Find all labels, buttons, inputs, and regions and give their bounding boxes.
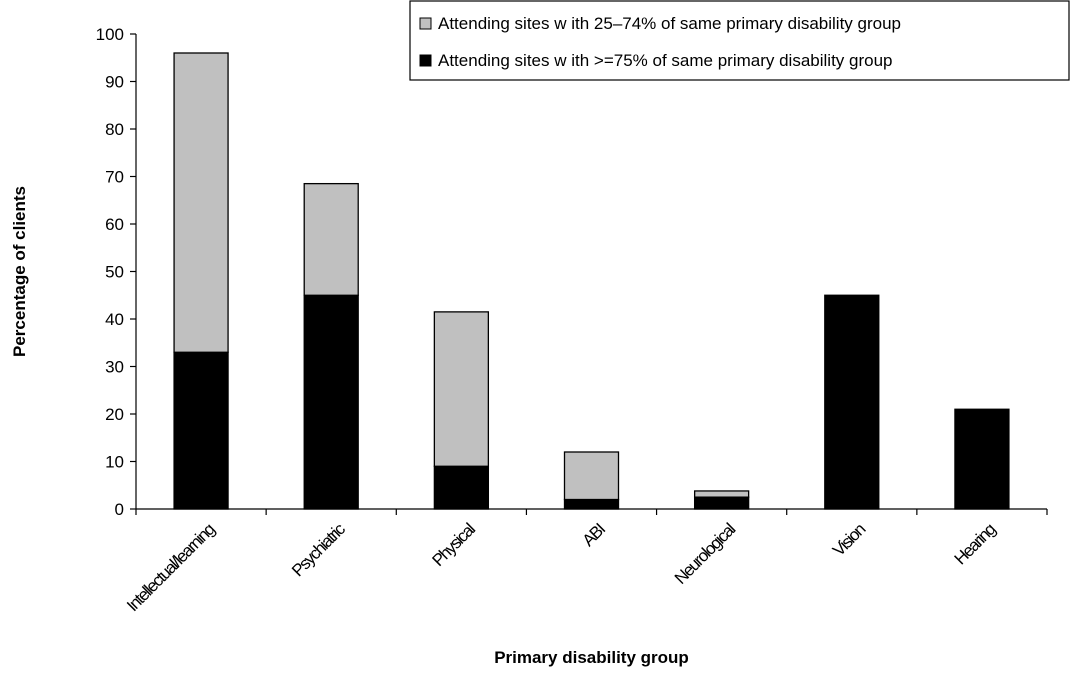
x-category-label: Psychiatric <box>288 519 349 580</box>
y-tick-label: 10 <box>105 453 124 472</box>
y-axis-title: Percentage of clients <box>10 186 29 357</box>
x-category-label: ABI <box>579 520 609 550</box>
y-tick-labels: 0 10 20 30 40 50 60 70 80 90 100 <box>96 25 124 519</box>
bar-vision-series-0 <box>824 294 880 510</box>
legend-label: Attending sites w ith 25–74% of same pri… <box>438 14 901 33</box>
y-tick-label: 40 <box>105 310 124 329</box>
y-tick-label: 90 <box>105 73 124 92</box>
x-category-labels: Intellectual/learning Psychiatric Physical… <box>123 519 999 615</box>
bar-physical-series-0 <box>433 465 490 510</box>
x-category-label: Intellectual/learning <box>123 520 218 615</box>
legend-swatch <box>419 17 432 30</box>
bar-psychiatric-series-0 <box>303 294 359 510</box>
y-tick-label: 0 <box>115 500 124 519</box>
bar-physical-series-1 <box>433 311 490 467</box>
x-category-label: Vision <box>829 520 869 560</box>
axes-group <box>130 33 1048 515</box>
x-category-label: Neurological <box>671 520 739 588</box>
legend-swatch <box>419 54 432 67</box>
bar-intellectual-learning-series-0 <box>173 351 229 510</box>
legend-label: Attending sites w ith >=75% of same prim… <box>438 51 893 70</box>
bars-group <box>173 52 1010 510</box>
bar-psychiatric-series-1 <box>303 182 359 296</box>
bar-hearing-series-0 <box>954 408 1010 510</box>
y-tick-label: 60 <box>105 215 124 234</box>
bar-neurological-series-1 <box>693 490 750 498</box>
bar-abi-series-1 <box>563 451 620 501</box>
y-tick-label: 70 <box>105 168 124 187</box>
x-category-label: Physical <box>428 520 478 570</box>
bar-neurological-series-0 <box>693 496 750 510</box>
bar-intellectual-learning-series-1 <box>173 52 229 353</box>
y-tick-label: 30 <box>105 358 124 377</box>
y-tick-label: 100 <box>96 25 124 44</box>
legend: Attending sites w ith 25–74% of same pri… <box>409 0 1070 81</box>
x-axis-title: Primary disability group <box>494 648 689 667</box>
legend-box <box>409 0 1070 81</box>
bar-abi-series-0 <box>563 498 620 510</box>
y-tick-label: 20 <box>105 405 124 424</box>
y-tick-label: 80 <box>105 120 124 139</box>
y-tick-label: 50 <box>105 263 124 282</box>
x-category-label: Hearing <box>951 520 1000 569</box>
